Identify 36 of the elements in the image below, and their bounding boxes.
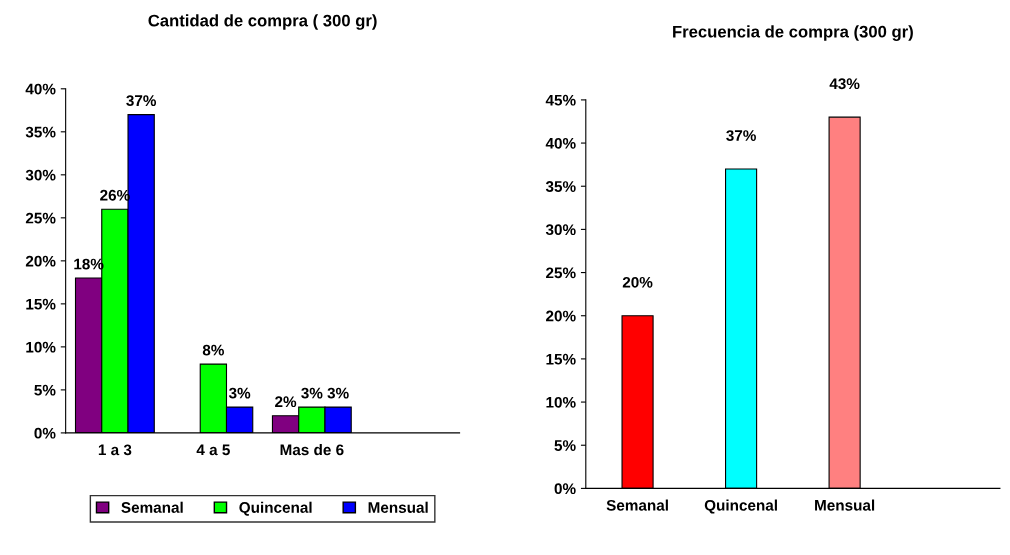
y-tick-label: 5% (554, 440, 576, 451)
x-tick-label: Quincenal (704, 499, 777, 514)
x-tick-label: Mas de 6 (280, 444, 344, 456)
data-label: 8% (202, 344, 224, 356)
y-tick-label: 30% (545, 224, 576, 236)
data-label: 3% (301, 387, 323, 399)
x-tick-label: 1 a 3 (98, 444, 132, 456)
y-tick-label: 0% (554, 483, 576, 495)
y-tick-label: 40% (25, 83, 56, 95)
y-tick-label: 20% (546, 310, 576, 322)
data-label: 3% (228, 387, 251, 399)
y-tick-label: 45% (545, 94, 576, 106)
x-tick-label: Mensual (815, 499, 875, 511)
y-tick-label: 10% (26, 341, 56, 353)
y-tick-label: 40% (545, 137, 576, 149)
data-label: 37% (726, 130, 756, 141)
y-tick-label: 15% (546, 353, 576, 365)
data-label: 37% (126, 95, 157, 107)
y-tick-label: 0% (34, 427, 56, 439)
x-tick-label: 4 a 5 (196, 444, 230, 456)
data-label: 20% (622, 276, 653, 288)
data-label: 43% (829, 78, 860, 90)
y-tick-label: 20% (25, 255, 56, 267)
y-tick-label: 35% (545, 181, 576, 192)
y-tick-label: 25% (25, 212, 56, 224)
y-tick-label: 30% (25, 169, 56, 181)
chart-title: Frecuencia de compra (300 gr) (673, 25, 913, 41)
y-tick-label: 5% (34, 384, 56, 396)
y-tick-label: 25% (546, 267, 576, 279)
y-tick-label: 35% (25, 126, 56, 138)
chart-title: Cantidad de compra ( 300 gr) (148, 14, 377, 30)
y-tick-label: 15% (26, 298, 56, 310)
data-label: 3% (327, 387, 349, 399)
data-label: 2% (275, 396, 297, 408)
x-tick-label: Semanal (606, 499, 668, 511)
y-tick-label: 10% (546, 396, 576, 408)
